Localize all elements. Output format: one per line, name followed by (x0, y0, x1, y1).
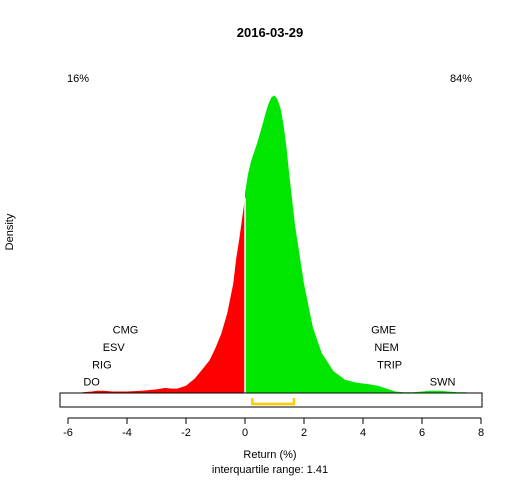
x-tick-label: 4 (360, 427, 366, 439)
x-tick-label: -2 (181, 427, 191, 439)
density-areas (82, 95, 467, 393)
positive-share-label: 84% (450, 73, 472, 85)
ticker-label-trip: TRIP (377, 359, 402, 371)
x-axis-label: Return (%) (243, 449, 296, 461)
positive-return-area (245, 95, 467, 393)
ticker-label-cmg: CMG (113, 324, 139, 336)
ticker-label-esv: ESV (103, 342, 126, 354)
x-tick-label: 0 (242, 427, 248, 439)
annotations: CMG ESV RIG DO GME NEM TRIP SWN (83, 324, 455, 388)
ticker-label-swn: SWN (430, 377, 456, 389)
ticker-label-do: DO (83, 377, 100, 389)
ticker-label-nem: NEM (374, 342, 398, 354)
y-axis-label: Density (4, 213, 16, 250)
x-axis: -6 -4 -2 0 2 4 6 8 (63, 417, 484, 439)
iqr-strip-box (59, 392, 483, 408)
ticker-label-rig: RIG (92, 359, 112, 371)
iqr-bracket (251, 398, 296, 406)
x-tick-label: -4 (122, 427, 132, 439)
negative-return-area (82, 193, 245, 393)
negative-share-label: 16% (67, 73, 89, 85)
x-tick-label: 6 (419, 427, 425, 439)
iqr-caption: interquartile range: 1.41 (212, 464, 328, 476)
x-tick-label: 2 (301, 427, 307, 439)
x-tick-label: 8 (478, 427, 484, 439)
x-tick-label: -6 (63, 427, 73, 439)
chart-title: 2016-03-29 (237, 25, 304, 40)
ticker-label-gme: GME (371, 324, 396, 336)
iqr-bracket-line (251, 398, 296, 406)
